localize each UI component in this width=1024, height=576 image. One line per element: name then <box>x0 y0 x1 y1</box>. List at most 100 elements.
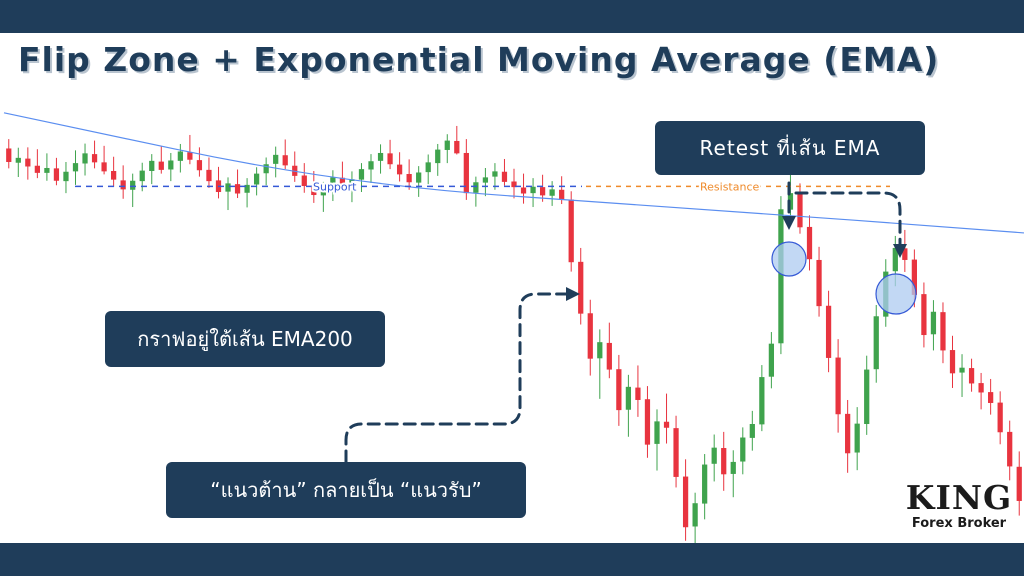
candle-body <box>311 185 317 196</box>
candle <box>949 335 956 388</box>
candle <box>797 183 803 234</box>
candle <box>416 166 422 197</box>
candle <box>864 355 870 435</box>
candle-body <box>902 248 908 260</box>
candle <box>158 146 164 174</box>
candle <box>225 177 231 211</box>
candle <box>902 229 908 272</box>
candle-body <box>473 182 479 193</box>
candle-body <box>358 169 365 180</box>
candle <box>44 153 50 181</box>
candle-body <box>892 247 898 272</box>
candle <box>273 146 279 178</box>
candle <box>663 393 670 444</box>
candle-body <box>825 305 832 358</box>
ema200-line <box>3 112 1024 234</box>
candle <box>682 459 689 541</box>
candle-body <box>63 171 69 182</box>
candle-body <box>454 140 460 154</box>
candle <box>206 157 212 188</box>
candle <box>168 152 174 182</box>
arrowhead-right <box>566 287 580 301</box>
candle <box>711 434 717 482</box>
candle <box>568 191 574 272</box>
candle <box>101 145 107 175</box>
candle-body <box>320 187 326 196</box>
candle <box>130 173 136 208</box>
candle <box>997 391 1003 445</box>
candle <box>959 354 965 397</box>
candle <box>825 290 832 373</box>
candle-body <box>606 342 612 370</box>
candle <box>644 386 651 458</box>
candle <box>854 407 860 471</box>
arrow-flip-path <box>344 292 568 464</box>
candle-body <box>263 164 269 174</box>
candle-body <box>740 437 746 462</box>
candle-body <box>625 386 632 410</box>
candle-body <box>778 209 784 344</box>
candle-body <box>377 152 384 161</box>
candle-body <box>539 187 546 196</box>
candle <box>539 174 546 202</box>
candle-body <box>82 153 88 164</box>
candle-body <box>120 180 126 190</box>
candle <box>120 165 126 199</box>
candle-body <box>273 154 279 164</box>
candle-body <box>244 184 250 193</box>
candle-body <box>835 357 841 415</box>
candle-body <box>234 184 241 194</box>
candle <box>396 152 403 182</box>
candle <box>930 300 937 351</box>
candle-body <box>435 149 441 164</box>
candle <box>196 147 203 177</box>
candle-body <box>187 152 193 160</box>
candle <box>806 215 813 271</box>
candle <box>1007 420 1013 481</box>
candle-body <box>930 311 937 335</box>
candle <box>702 454 708 520</box>
candle-body <box>349 179 355 186</box>
candle <box>787 174 794 222</box>
candle <box>454 125 460 155</box>
candle-body <box>988 392 994 403</box>
candle <box>263 157 269 186</box>
candle <box>492 163 498 190</box>
candle <box>330 170 336 202</box>
candle <box>501 158 508 186</box>
candle-body <box>711 447 717 464</box>
candle-body <box>806 226 813 260</box>
candle-body <box>206 169 212 182</box>
candle <box>111 156 117 187</box>
candle <box>234 169 241 199</box>
candle <box>768 332 775 389</box>
candle-body <box>387 153 393 165</box>
candle-body <box>663 421 670 428</box>
candle-body <box>616 369 622 411</box>
candle <box>425 154 431 185</box>
below-ema-callout: กราฟอยู่ใต้เส้น EMA200 <box>105 311 385 367</box>
candle <box>749 410 755 451</box>
candle-body <box>759 377 765 425</box>
candle-body <box>177 151 183 161</box>
candle-body <box>721 448 727 475</box>
candle <box>215 166 222 199</box>
candle <box>978 372 984 410</box>
candle <box>654 409 660 471</box>
candle-body <box>854 423 860 453</box>
candle <box>91 140 98 169</box>
candle <box>616 354 622 426</box>
candle <box>244 178 250 208</box>
candle <box>530 178 536 208</box>
candle <box>53 157 60 186</box>
candle <box>444 134 450 164</box>
resistance-label: Resistance <box>700 180 760 193</box>
candle-body <box>654 421 660 444</box>
candle <box>34 149 40 179</box>
candle-body <box>1007 431 1013 467</box>
candle-body <box>549 189 555 196</box>
candle-body <box>53 168 60 181</box>
candle-body <box>635 387 641 400</box>
flip-zone-callout: “แนวต้าน” กลายเป็น “แนวรับ” <box>166 462 526 518</box>
candle <box>673 415 679 488</box>
